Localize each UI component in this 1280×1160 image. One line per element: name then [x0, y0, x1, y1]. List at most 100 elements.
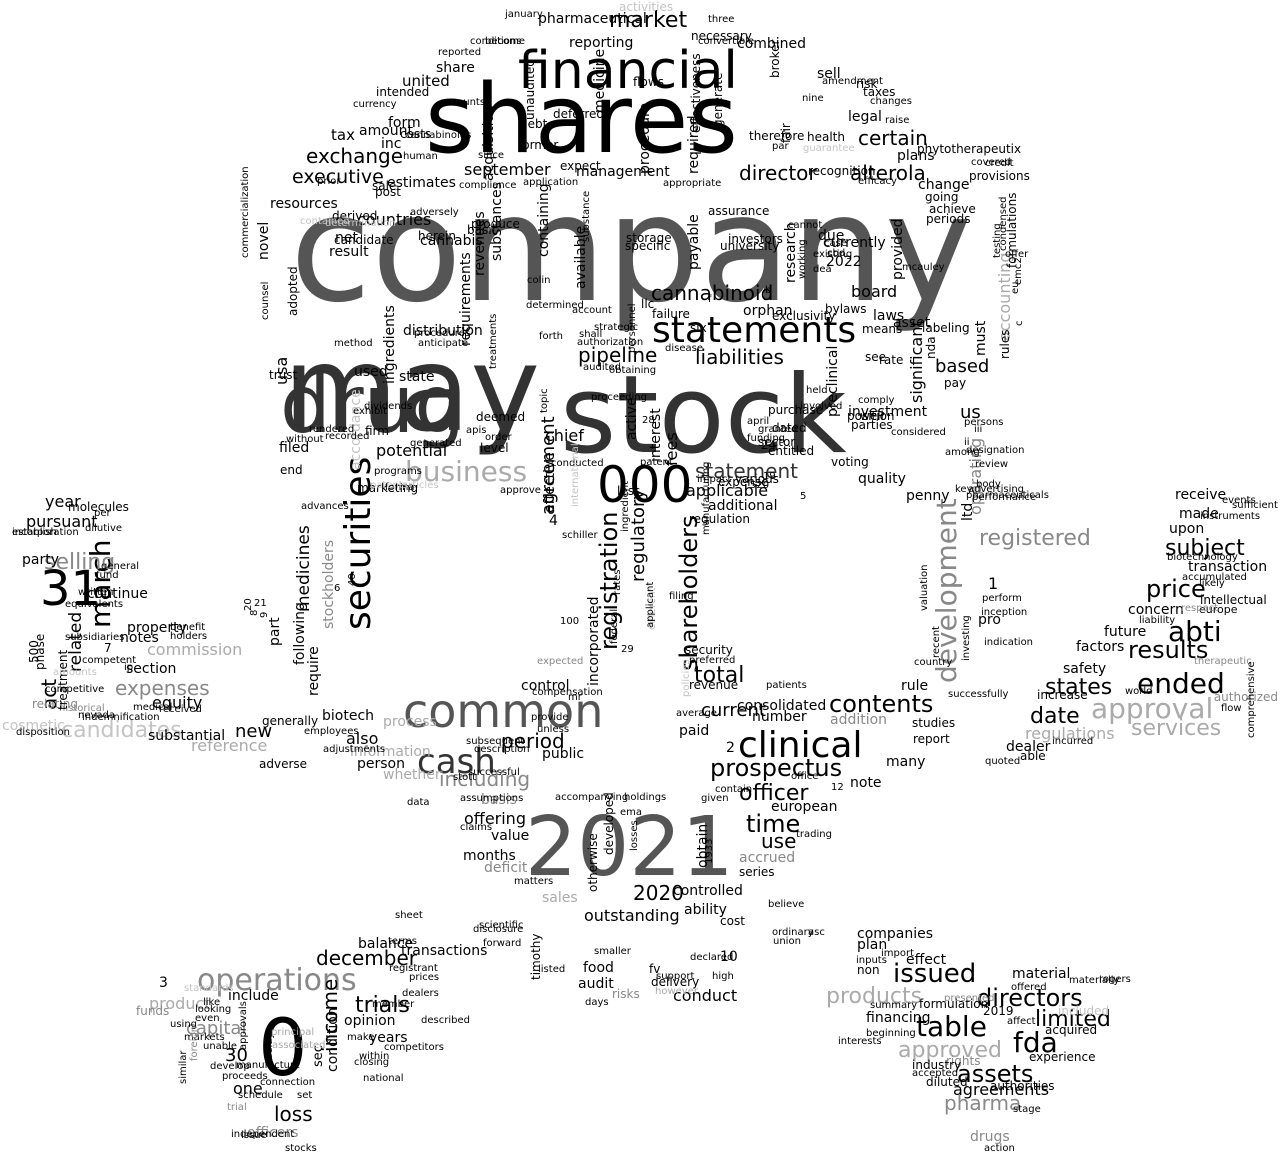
word-investors: investors [728, 232, 783, 246]
word-position: position [847, 409, 895, 423]
word-successful: successful [468, 767, 520, 778]
word-trust: trust [269, 368, 297, 382]
word-effect: effect [906, 952, 947, 968]
word-authorities: authorities [990, 1079, 1055, 1093]
word-dividends: dividends [364, 401, 412, 412]
word-filing: filing [669, 591, 694, 602]
word-20: 20 [243, 598, 254, 611]
word-2021: 2021 [525, 800, 734, 895]
word-date: date [1030, 704, 1080, 729]
word-without: without [286, 434, 324, 445]
word-capital: capital [186, 1018, 246, 1039]
word-distribution: distribution [403, 323, 483, 339]
word-assurance: assurance [708, 204, 769, 218]
word-value: value [491, 828, 529, 844]
word-must: must [973, 320, 989, 356]
word-convertible: convertible [698, 36, 754, 47]
word-require: require [306, 646, 322, 696]
word-llc: llc [641, 297, 654, 311]
word-registrant: registrant [389, 963, 438, 974]
word-treatment: treatment [56, 650, 70, 710]
word-experience: experience [1029, 1050, 1096, 1064]
word-delivery: delivery [651, 975, 699, 989]
word-applicant: applicant [645, 582, 656, 628]
word-specific: specific [625, 239, 670, 253]
word-dealers: dealers [402, 988, 439, 999]
word-chief: chief [545, 426, 584, 445]
word-funds: funds [136, 1004, 169, 1018]
word-one: one [233, 1079, 263, 1098]
word-develop: develop [210, 1061, 250, 1072]
word-b: b [765, 285, 771, 296]
word-combined: combined [737, 36, 806, 52]
word-substance: substance [581, 191, 592, 242]
word-development: development [930, 498, 963, 683]
word-states: states [1045, 675, 1112, 700]
word-events: events [1222, 495, 1256, 506]
word-asc: asc [808, 927, 825, 938]
word-received: received [159, 704, 202, 715]
word-delay: delay [264, 1033, 275, 1060]
word-c: c [1014, 321, 1025, 327]
word-human: human [403, 151, 438, 162]
word-cannabis: cannabis [420, 233, 483, 249]
word-marketing: marketing [357, 481, 418, 495]
word-pharma: pharma [944, 1091, 1021, 1115]
word-going: going [925, 190, 959, 204]
word-provisions: provisions [969, 169, 1030, 183]
word-applicable: applicable [686, 481, 768, 500]
word-usa: usa [272, 357, 291, 385]
word-likely: likely [1199, 578, 1225, 589]
word-biotech: biotech [322, 708, 374, 724]
word-affect: affect [1007, 1016, 1036, 1027]
word-using: using [170, 1019, 197, 1030]
word-result: result [329, 244, 369, 260]
word-officer: officer [739, 781, 809, 806]
word-competent: competent [82, 655, 136, 666]
word-timothy: timothy [529, 934, 543, 980]
word-post: post [375, 185, 401, 199]
word-2022: 2022 [826, 254, 862, 270]
word-support: support [656, 971, 694, 982]
word-ordinary: ordinary [772, 927, 814, 938]
word-adversely: adversely [410, 207, 459, 218]
word-union: union [773, 936, 801, 947]
word-000: 000 [597, 456, 692, 514]
word-audit: audit [578, 976, 614, 992]
word-information: information [350, 744, 431, 760]
word-produce: produce [471, 217, 520, 231]
word-designation: designation [966, 445, 1024, 456]
word-3: 3 [159, 975, 168, 991]
word-19: 19 [763, 471, 776, 482]
word-interest: interest [648, 408, 664, 462]
word-inc: inc [381, 136, 401, 152]
word-required: required [686, 115, 702, 174]
word-standards: standards [184, 983, 234, 994]
word-5: 5 [800, 491, 806, 502]
word-medicines: medicines [294, 525, 314, 612]
word-patent: patent [640, 457, 673, 468]
word-sufficient: sufficient [1232, 500, 1278, 511]
word-revenue: revenue [689, 678, 738, 692]
word-available: available [573, 226, 589, 289]
word-trading: trading [796, 829, 832, 840]
word-labeling: labeling [922, 321, 970, 335]
word-basic: basic [467, 223, 498, 237]
word-exchange: exchange [306, 144, 403, 168]
word-april: april [747, 416, 769, 427]
word-iii: iii [974, 424, 982, 435]
word-granted: granted [758, 424, 797, 435]
word-requirements: requirements [458, 252, 474, 346]
word-comprehensive: comprehensive [1246, 661, 1257, 738]
word-12: 12 [831, 782, 844, 793]
word-board: board [851, 282, 897, 301]
word-increase: increase [1037, 688, 1088, 702]
word-controlled: controlled [673, 883, 743, 899]
word-person: person [357, 756, 405, 772]
word-among: among [945, 447, 980, 458]
word-well: well [860, 409, 884, 423]
word-flows: flows [633, 75, 664, 89]
word-periods: periods [926, 212, 970, 226]
word-derived: derived [332, 209, 377, 223]
